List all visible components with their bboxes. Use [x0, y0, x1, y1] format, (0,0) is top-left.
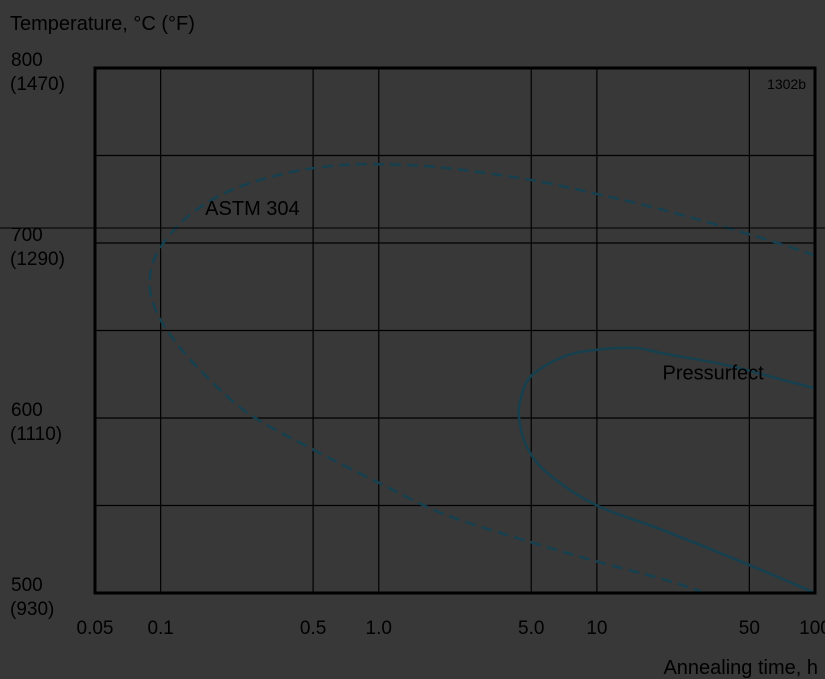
x-tick-label: 1.0 [366, 618, 392, 639]
figure-tag: 1302b [767, 76, 806, 92]
x-tick-label: 0.5 [300, 618, 326, 639]
y-tick-label-fahrenheit: (930) [10, 599, 54, 620]
y-axis-title: Temperature, °C (°F) [10, 13, 195, 35]
y-tick-label: 800 [11, 50, 43, 71]
y-tick-label: 500 [11, 575, 43, 596]
x-tick-label: 50 [739, 618, 760, 639]
x-tick-label: 0.1 [147, 618, 173, 639]
y-tick-label: 600 [11, 400, 43, 421]
series-labels: ASTM 304 Pressurfect [205, 198, 764, 385]
x-tick-label: 0.05 [77, 618, 114, 639]
series-lines [148, 162, 816, 595]
gridlines [95, 68, 815, 593]
series-label-pressurfect: Pressurfect [663, 363, 765, 385]
series-label-astm-304: ASTM 304 [205, 198, 299, 220]
tick-labels: 0.05 0.1 0.5 1.0 5.0 10 50 100 800 (1470) 700 (1290… [10, 50, 825, 639]
x-tick-label: 10 [586, 618, 607, 639]
x-tick-label: 5.0 [518, 618, 544, 639]
plot-frame [93, 66, 817, 595]
y-tick-label-fahrenheit: (1110) [10, 424, 62, 445]
x-axis-title: Annealing time, h [663, 657, 818, 679]
series-line-pressurfect [517, 346, 816, 595]
y-tick-label-fahrenheit: (1470) [10, 74, 65, 95]
x-tick-label: 100 [799, 618, 825, 639]
y-tick-label: 700 [11, 225, 43, 246]
y-tick-label-fahrenheit: (1290) [10, 249, 65, 270]
